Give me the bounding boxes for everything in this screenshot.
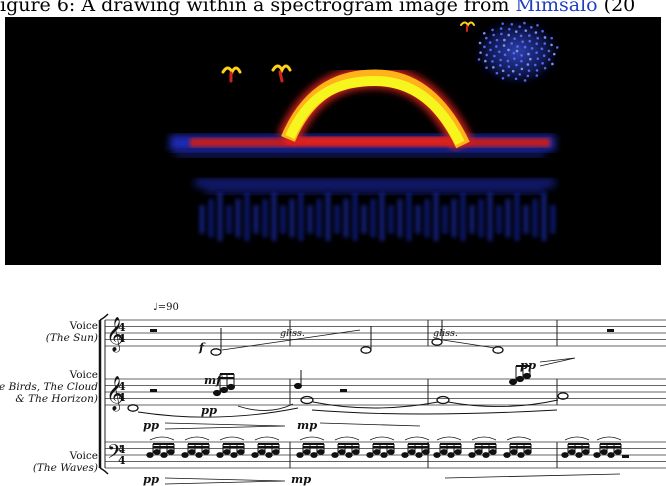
sun-arc	[277, 65, 473, 150]
figure-caption: igure 6: A drawing within a spectrogram …	[0, 0, 666, 16]
waves-band-upper	[195, 179, 555, 194]
staff-role: (The Waves)	[32, 462, 98, 474]
clefs: 𝄞 𝄞 𝄢 4 4 4 4 4 4	[106, 317, 126, 468]
glissando-label-1: gliss.	[280, 328, 305, 339]
time-sig-top-2: 4	[118, 380, 126, 393]
spectrogram-image	[5, 17, 661, 265]
dynamic-mp-2: mp	[291, 472, 312, 486]
treble-clef-2: 𝄞	[106, 376, 124, 412]
staff-label-waves: Voice (The Waves)	[33, 450, 98, 474]
horizon-band	[170, 135, 555, 157]
staff-name: Voice	[69, 369, 98, 381]
ties	[137, 399, 559, 418]
glissando-label-2: gliss.	[433, 328, 458, 339]
staff-label-sun: Voice (The Sun)	[46, 320, 98, 344]
dynamic-pp-4: pp	[143, 472, 160, 486]
caption-citation-link[interactable]: Mimsalo	[515, 0, 598, 16]
time-sig-bottom-1: 4	[118, 332, 126, 345]
time-sig-top-3: 4	[118, 443, 126, 456]
dynamic-mp-1: mp	[297, 418, 318, 432]
staff-role: & The Horizon)	[15, 393, 98, 405]
time-sig-bottom-3: 4	[118, 454, 126, 467]
sun-notes	[210, 320, 504, 356]
staff-name: Voice	[69, 450, 98, 462]
system-bracket	[98, 313, 109, 475]
cloud-shape	[473, 18, 561, 86]
score-notation: 𝄞 𝄞 𝄢 4 4 4 4 4 4	[98, 313, 666, 485]
birds-notes	[127, 365, 569, 412]
dynamic-f: f	[199, 340, 204, 354]
waves-notes	[146, 436, 622, 458]
staff-role: (The Sun)	[45, 332, 98, 344]
time-sig-top-1: 4	[118, 321, 126, 334]
tempo-marking: ♩=90	[153, 302, 179, 313]
dynamic-pp-1: pp	[201, 403, 218, 417]
musical-score: ♩=90 Voice (The Sun) Voice (The Birds, T…	[0, 268, 666, 486]
bird-shapes	[221, 21, 475, 83]
dynamic-mf: mf	[204, 373, 222, 387]
caption-text: igure 6: A drawing within a spectrogram …	[0, 0, 516, 16]
dynamic-pp-2: pp	[143, 418, 160, 432]
treble-clef-1: 𝄞	[106, 317, 124, 353]
rests	[150, 329, 629, 458]
time-sig-bottom-2: 4	[118, 391, 126, 404]
staff-name: Voice	[69, 320, 98, 332]
bass-clef: 𝄢	[107, 440, 122, 468]
spectrogram-drawing	[170, 18, 561, 241]
caption-tail: (20	[597, 0, 636, 16]
waves-band-lower	[200, 193, 555, 241]
hairpins	[164, 357, 621, 485]
staff-role: (The Birds, The Cloud	[0, 381, 98, 393]
staff-label-birds: Voice (The Birds, The Cloud & The Horizo…	[0, 369, 98, 405]
